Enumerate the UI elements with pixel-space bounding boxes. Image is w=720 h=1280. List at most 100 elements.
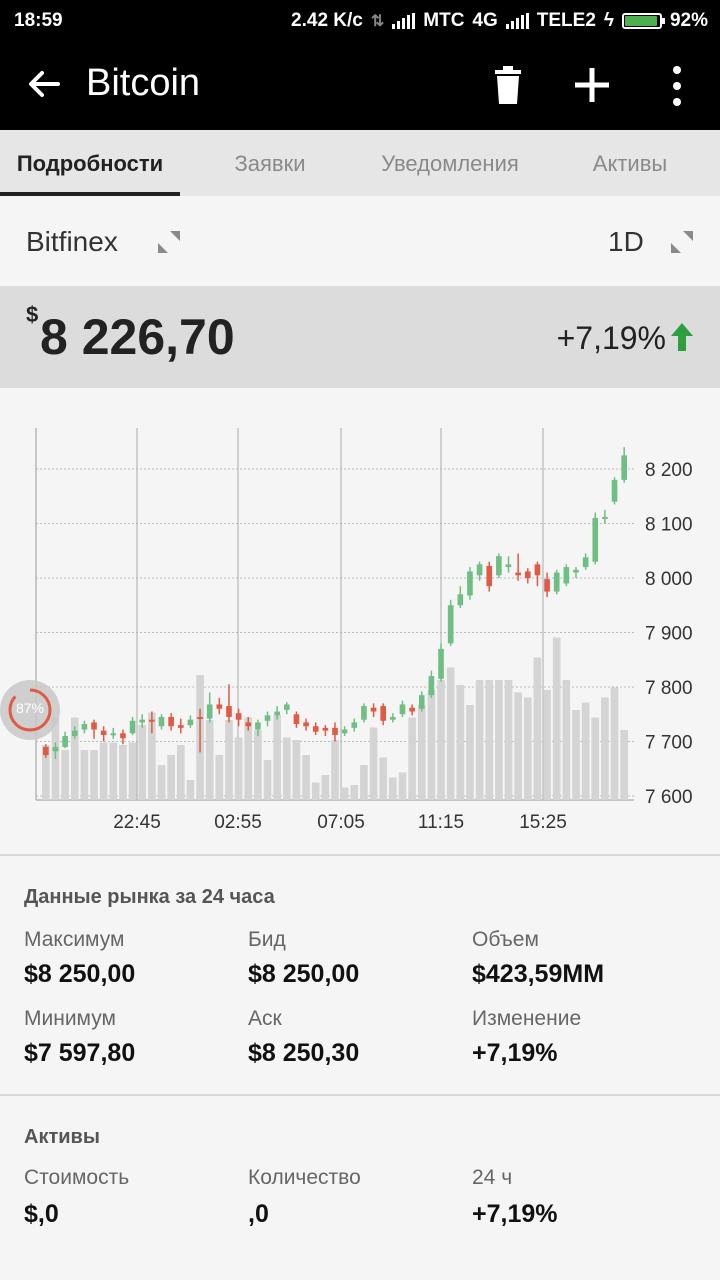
candle-body xyxy=(206,704,213,719)
candle-body xyxy=(390,716,396,720)
market-section-title: Данные рынка за 24 часа xyxy=(24,886,275,908)
volume-bar xyxy=(42,745,50,800)
volume-bar xyxy=(273,715,281,800)
bid-value: $8 250,00 xyxy=(248,960,360,988)
signal-icon-2 xyxy=(505,13,529,29)
assets-section-title: Активы xyxy=(24,1126,100,1148)
candlestick-chart[interactable]: 8 200 8 100 8 000 7 900 7 800 7 700 7 600 22:45… xyxy=(0,388,720,854)
volume-bar xyxy=(466,705,474,800)
candle-body xyxy=(428,676,435,696)
volume-bar xyxy=(533,657,542,800)
candle-body xyxy=(149,719,155,722)
app-bar: Bitcoin xyxy=(0,42,720,130)
candle-body xyxy=(563,567,570,584)
candle-body xyxy=(505,564,512,568)
exchange-selector[interactable]: Bitfinex xyxy=(26,226,118,257)
trash-icon[interactable] xyxy=(488,64,528,108)
volume-bar xyxy=(292,740,301,800)
volume-bar xyxy=(215,755,224,800)
status-time: 18:59 xyxy=(14,10,63,31)
period-selector[interactable]: 1D xyxy=(608,226,644,257)
volume-bar xyxy=(138,725,147,800)
candle-body xyxy=(447,605,454,644)
volume-bar xyxy=(601,697,609,800)
volume-bar xyxy=(119,745,127,800)
candle-body xyxy=(129,720,136,734)
volume-bar xyxy=(263,760,272,800)
candle-body xyxy=(592,518,599,562)
volume-bar xyxy=(495,680,503,800)
y-tick-label: 7 600 xyxy=(645,787,693,808)
candle-body xyxy=(496,556,502,576)
volume-bar xyxy=(572,710,580,800)
x-tick-label: 22:45 xyxy=(113,812,161,833)
candle-body xyxy=(486,566,493,587)
ask-label: Аск xyxy=(248,1007,282,1030)
tab-assets[interactable]: Активы xyxy=(592,151,668,176)
candle-body xyxy=(197,716,203,719)
battery-level: 92% xyxy=(669,10,708,31)
arrow-up-icon xyxy=(671,323,693,351)
carrier-1: МТС xyxy=(423,10,465,31)
currency-symbol: $ xyxy=(26,302,39,327)
candle-body xyxy=(303,722,309,727)
exchange-row: Bitfinex 1D xyxy=(0,196,720,286)
price-chart[interactable]: 8 200 8 100 8 000 7 900 7 800 7 700 7 600 22:45… xyxy=(0,388,720,854)
plus-icon[interactable] xyxy=(572,64,612,108)
page-title: Bitcoin xyxy=(86,62,201,104)
tab-notifications[interactable]: Уведомления xyxy=(381,151,519,176)
candle-body xyxy=(312,726,319,732)
divider-2 xyxy=(0,1094,720,1096)
tab-details[interactable]: Подробности xyxy=(0,130,180,196)
tab-bar: Подробности Заявки Уведомления Активы xyxy=(0,130,720,196)
candle-body xyxy=(418,695,425,709)
candle-body xyxy=(110,733,117,736)
change-value: +7,19% xyxy=(472,1039,558,1067)
candle-body xyxy=(322,727,329,731)
volume-bar xyxy=(610,687,619,800)
x-tick-label: 07:05 xyxy=(317,812,365,833)
min-label: Минимум xyxy=(24,1007,116,1030)
candle-body xyxy=(332,727,338,735)
candle-body xyxy=(62,736,68,747)
candle-body xyxy=(602,516,608,519)
candle-body xyxy=(553,572,560,592)
candle-body xyxy=(351,722,358,728)
candle-body xyxy=(71,730,78,737)
candle-body xyxy=(274,711,280,716)
volume-bar xyxy=(581,702,590,800)
volume-bar xyxy=(109,742,118,800)
candle-body xyxy=(341,729,348,734)
volume-bar xyxy=(398,772,407,800)
candle-body xyxy=(81,724,88,730)
candle-body xyxy=(611,479,618,502)
volume-bar xyxy=(514,692,522,800)
back-arrow-icon[interactable] xyxy=(24,64,64,104)
volume-bar xyxy=(340,787,349,800)
value-label: Стоимость xyxy=(24,1166,130,1189)
more-vert-icon[interactable] xyxy=(657,64,697,108)
volume-bar xyxy=(562,680,571,800)
candle-body xyxy=(524,571,531,578)
quantity-value: ,0 xyxy=(248,1200,269,1228)
volume-bar xyxy=(234,737,243,800)
market-data-section: Данные рынка за 24 часа Максимум $8 250,… xyxy=(0,856,720,1094)
volume-bar xyxy=(148,712,156,800)
charging-icon: ϟ xyxy=(603,10,614,31)
candle-body xyxy=(52,746,59,752)
volume-bar xyxy=(176,745,185,800)
volume-bar xyxy=(167,755,175,800)
tab-orders[interactable]: Заявки xyxy=(234,151,306,176)
volume-bar xyxy=(205,720,214,800)
expand-icon[interactable] xyxy=(156,229,182,255)
expand-icon-2[interactable] xyxy=(669,229,695,255)
candle-body xyxy=(43,746,49,756)
volume-bar xyxy=(331,740,339,800)
volume-bar xyxy=(321,775,330,800)
assets-section: Активы Стоимость $,0 Количество ,0 24 ч … xyxy=(0,1096,720,1280)
candle-body xyxy=(187,719,194,726)
x-tick-label: 11:15 xyxy=(418,812,464,833)
candle-body xyxy=(283,704,290,710)
y-tick-label: 8 000 xyxy=(645,569,693,590)
candle-body xyxy=(177,725,184,728)
